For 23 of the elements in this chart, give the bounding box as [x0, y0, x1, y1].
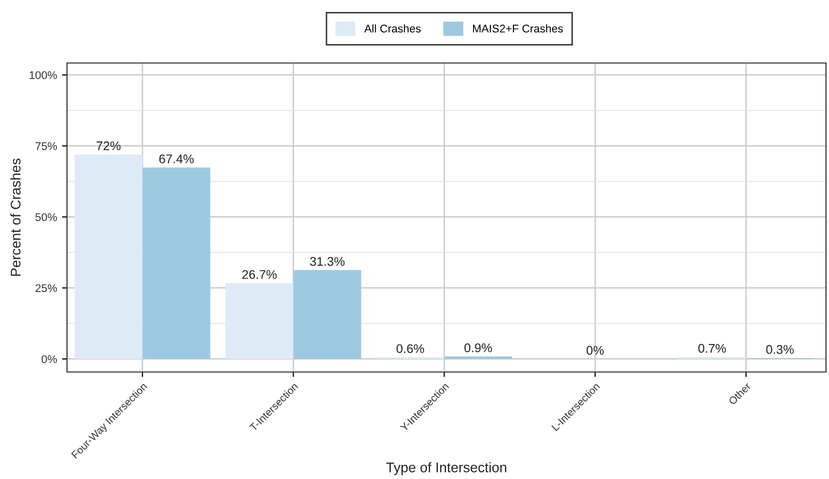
y-tick-label: 75% [36, 142, 57, 150]
y-axis-title: Percent of Crashes [10, 158, 21, 276]
data-label: 0% [586, 346, 604, 355]
y-tick-label: 100% [30, 71, 57, 80]
x-axis-title: Type of Intersection [386, 462, 506, 476]
data-label: 67.4% [159, 154, 194, 164]
data-label: 0.9% [464, 343, 492, 352]
legend-label: All Crashes [364, 24, 421, 33]
y-tick-label: 50% [35, 213, 57, 222]
data-label: 26.7% [242, 270, 277, 279]
legend-label: MAIS2+F Crashes [473, 24, 563, 33]
data-label: 0.3% [766, 345, 794, 354]
y-tick-label: 25% [36, 284, 57, 292]
bar [444, 356, 512, 359]
data-label: 31.3% [310, 257, 345, 266]
bar [74, 154, 142, 359]
y-tick-label: 0% [42, 355, 57, 364]
data-label: 0.6% [396, 344, 424, 354]
bar [225, 283, 294, 359]
data-label: 0.7% [698, 344, 726, 353]
bar [142, 168, 210, 359]
bar [293, 270, 362, 359]
data-label: 72% [96, 141, 121, 150]
